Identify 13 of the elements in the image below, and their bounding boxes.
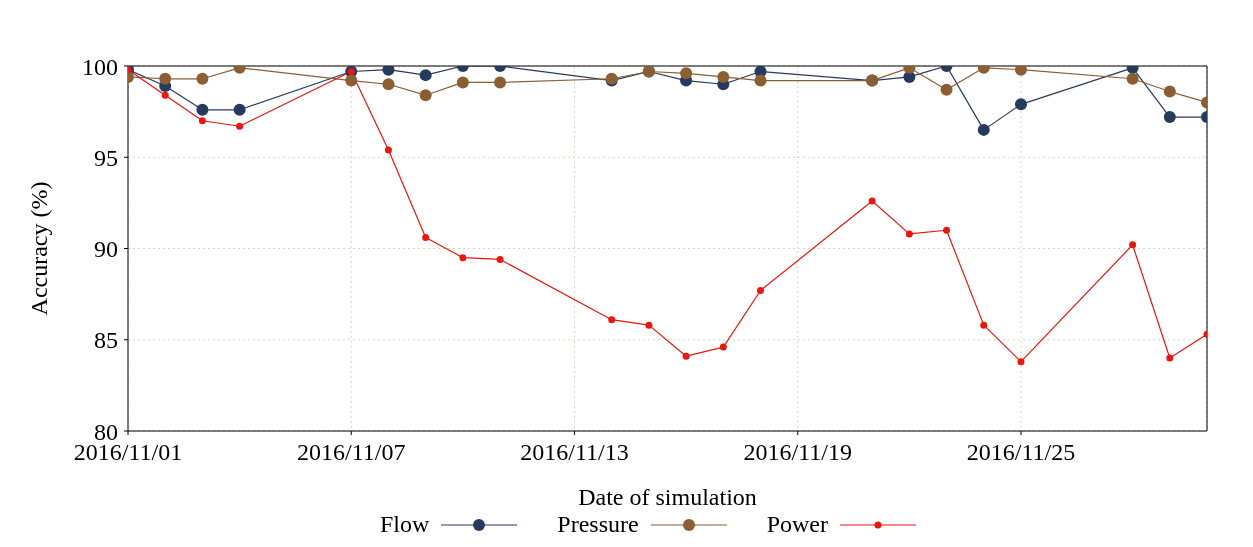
y-tick-label: 100 (82, 53, 118, 80)
x-tick-label: 2016/11/19 (743, 439, 852, 466)
x-tick-label: 2016/11/07 (297, 439, 406, 466)
y-axis-title: Accuracy (%) (25, 181, 52, 316)
legend-label: Power (766, 511, 828, 538)
y-tick-label: 90 (94, 236, 118, 263)
legend-label: Pressure (557, 511, 639, 538)
x-axis-title: Date of simulation (578, 484, 757, 510)
legend-label: Flow (379, 511, 430, 538)
y-tick-label: 95 (94, 144, 118, 171)
x-tick-label: 2016/11/25 (966, 439, 1076, 466)
y-tick-label: 85 (94, 327, 118, 354)
x-tick-label: 2016/11/13 (520, 439, 629, 466)
